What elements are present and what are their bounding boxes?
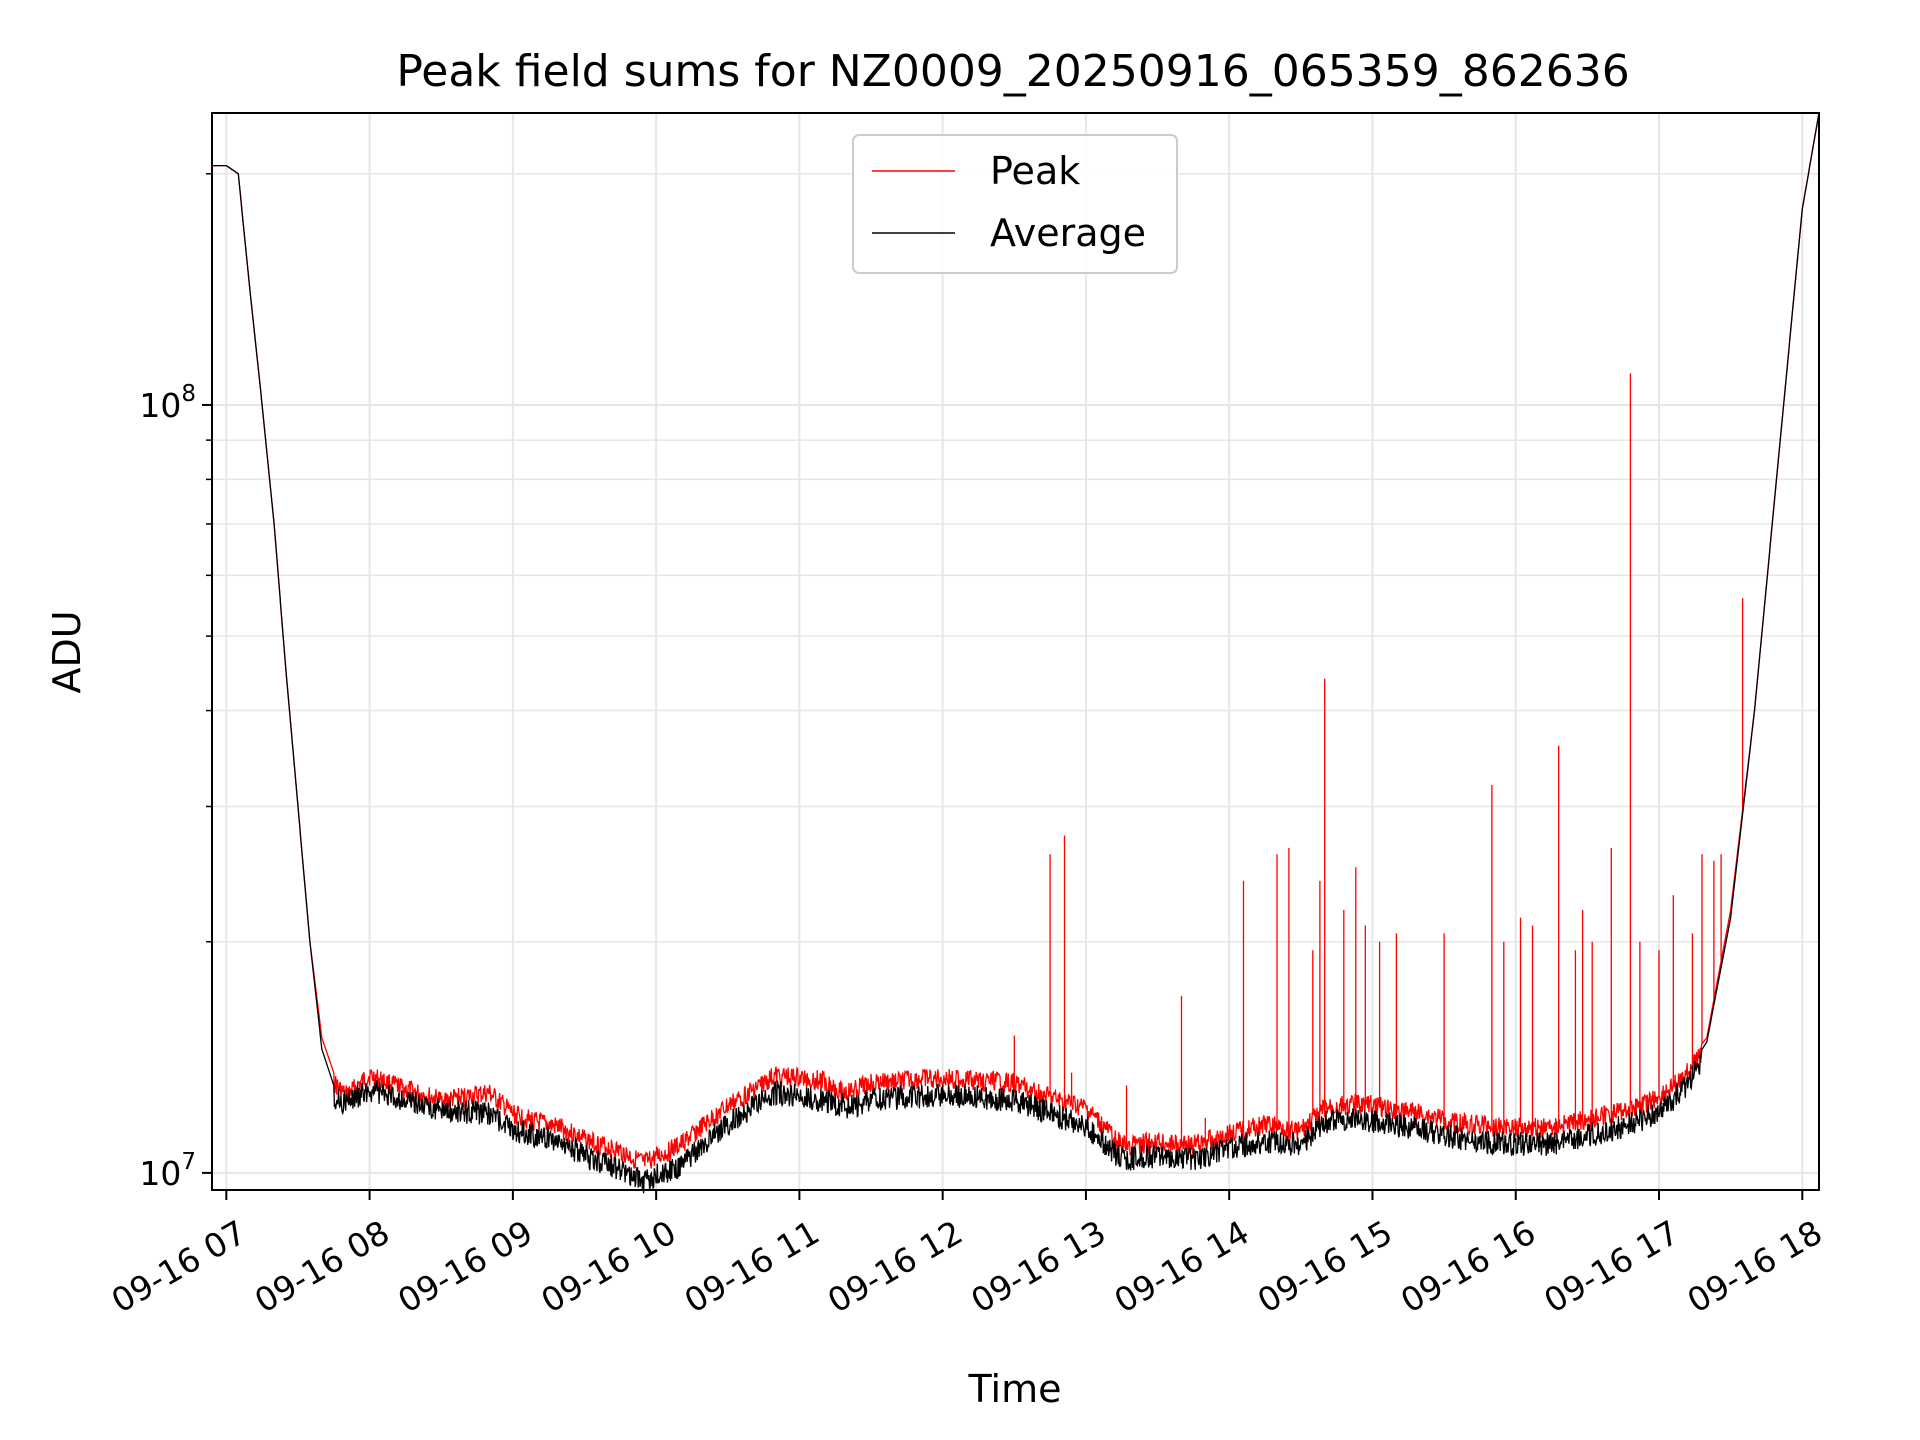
x-tick-label: 09-16 17 [1537, 1213, 1685, 1321]
x-tick-label: 09-16 09 [391, 1213, 539, 1321]
x-tick-label: 09-16 15 [1251, 1213, 1399, 1321]
series-line-peak [212, 112, 1820, 1169]
legend-label-peak: Peak [990, 149, 1080, 193]
grid [212, 113, 1819, 1190]
x-tick-label: 09-16 12 [821, 1213, 969, 1321]
x-tick-label: 09-16 11 [678, 1213, 826, 1321]
y-tick-label: 107 [139, 1149, 196, 1193]
series-layer [212, 112, 1820, 1194]
x-tick-label: 09-16 13 [964, 1213, 1112, 1321]
y-tick-label: 108 [139, 381, 196, 425]
legend-box [852, 134, 1178, 274]
legend: Peak Average [852, 134, 1178, 274]
y-axis-label: ADU [45, 610, 89, 693]
chart-title: Peak field sums for NZ0009_20250916_0653… [396, 46, 1629, 97]
x-tick-label: 09-16 10 [535, 1213, 683, 1321]
legend-label-average: Average [990, 211, 1146, 255]
x-tick-label: 09-16 07 [105, 1213, 253, 1321]
x-tick-label: 09-16 16 [1394, 1213, 1542, 1321]
x-axis-label: Time [968, 1367, 1062, 1411]
series-line-average [212, 112, 1820, 1194]
x-tick-label: 09-16 18 [1681, 1213, 1829, 1321]
x-tick-label: 09-16 14 [1108, 1213, 1256, 1321]
y-axis-ticks: 107 108 [139, 173, 212, 1193]
plot-frame [211, 112, 1820, 1191]
x-tick-label: 09-16 08 [248, 1213, 396, 1321]
